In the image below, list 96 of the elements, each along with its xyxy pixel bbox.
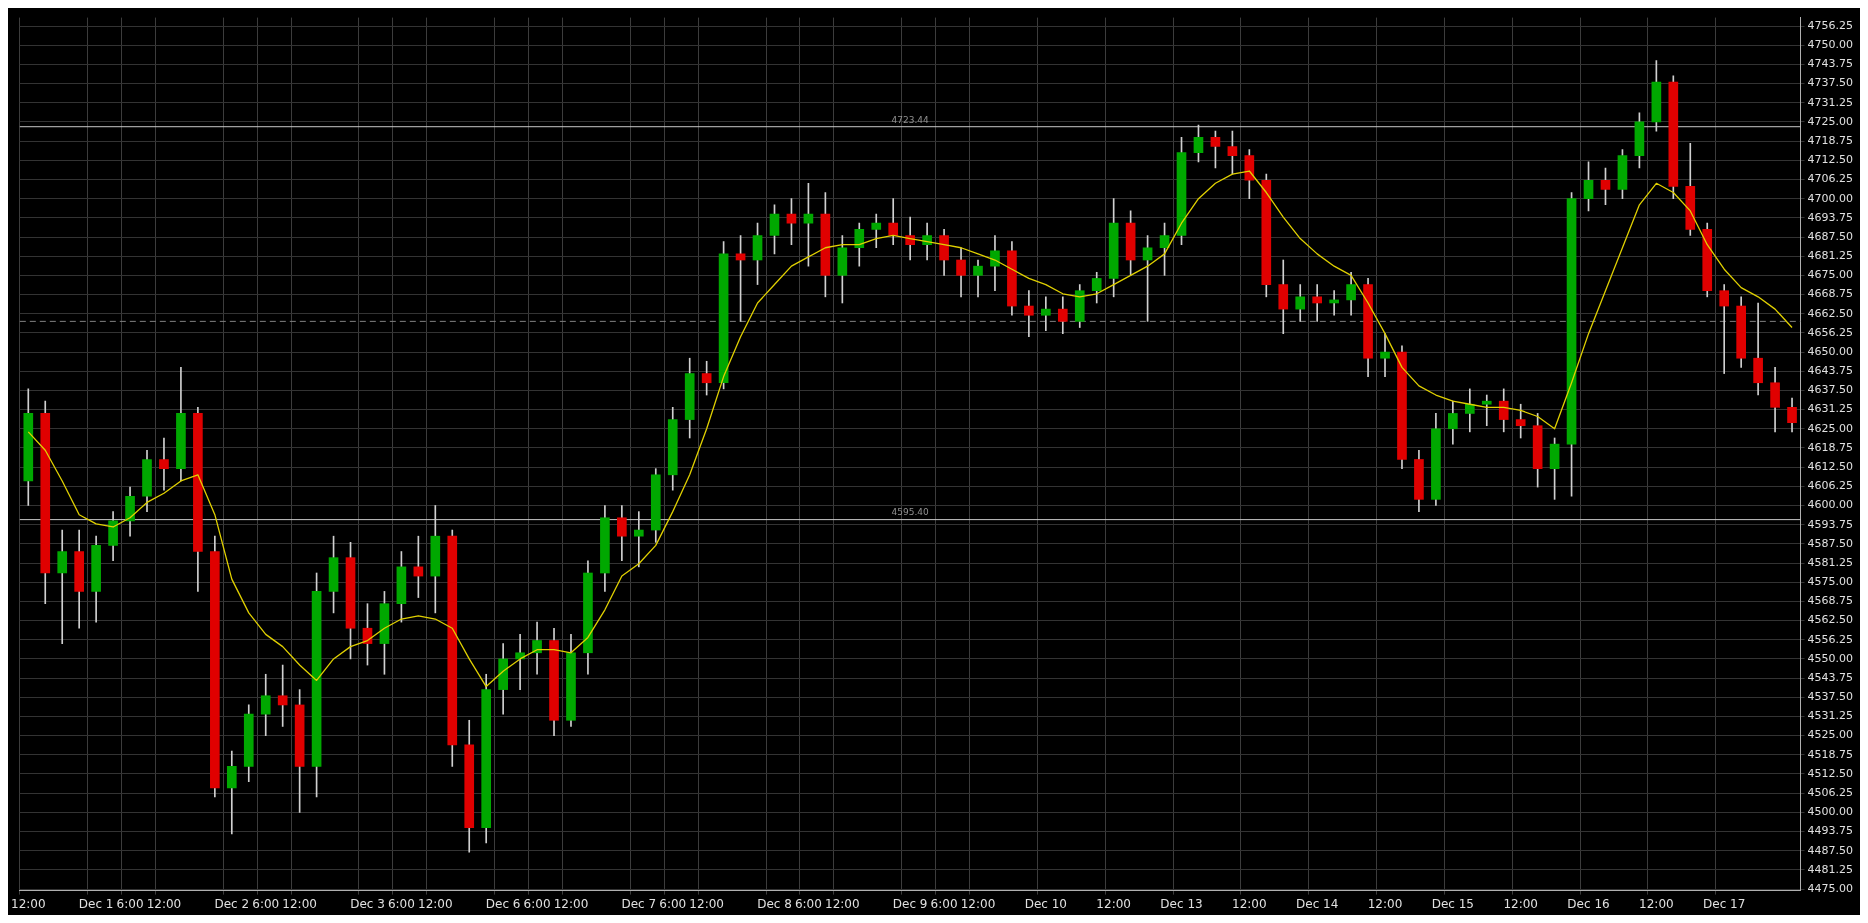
- y-tick-label: 4637.50: [1807, 383, 1854, 397]
- x-tick-label: 6:00: [252, 896, 280, 911]
- x-tick-label: 12:00: [11, 896, 46, 911]
- y-tick-label: 4500.00: [1807, 805, 1854, 819]
- candlestick: [1481, 394, 1492, 427]
- y-tick-label: 4475.00: [1807, 881, 1854, 895]
- y-tick-label: 4618.75: [1807, 440, 1854, 454]
- y-tick-label: 4531.25: [1807, 709, 1854, 723]
- x-tick-label: Dec 1: [78, 896, 114, 911]
- y-tick-label: 4518.75: [1807, 747, 1854, 761]
- y-tick-label: 4706.25: [1807, 172, 1854, 186]
- x-tick-label: Dec 9: [892, 896, 928, 911]
- y-tick-label: 4625.00: [1807, 421, 1854, 435]
- x-tick-label: Dec 17: [1703, 896, 1746, 911]
- y-tick-label: 4700.00: [1807, 191, 1854, 205]
- y-tick-label: 4537.50: [1807, 690, 1854, 704]
- y-tick-label: 4581.25: [1807, 555, 1854, 569]
- x-tick-label: 12:00: [146, 896, 182, 911]
- y-tick-label: 4506.25: [1807, 786, 1854, 800]
- candlestick: [1515, 403, 1526, 439]
- y-tick-label: 4687.50: [1807, 229, 1854, 243]
- y-tick-label: 4556.25: [1807, 632, 1854, 646]
- x-tick-label: 12:00: [960, 896, 996, 911]
- x-tick-label: 6:00: [659, 896, 687, 911]
- y-tick-label: 4587.50: [1807, 536, 1854, 550]
- x-tick-label: 12:00: [825, 896, 860, 911]
- y-tick-label: 4650.00: [1807, 344, 1854, 358]
- x-tick-label: Dec 15: [1431, 896, 1475, 911]
- y-tick-label: 4656.25: [1807, 325, 1854, 339]
- x-tick-label: 12:00: [1367, 896, 1403, 911]
- y-tick-label: 4743.75: [1807, 57, 1854, 71]
- ref-line-label: 4723.44: [891, 114, 930, 125]
- y-tick-label: 4681.25: [1807, 249, 1854, 263]
- x-tick-label: Dec 2: [214, 896, 250, 911]
- y-tick-label: 4725.00: [1807, 114, 1854, 128]
- y-tick-label: 4731.25: [1807, 95, 1854, 109]
- y-tick-label: 4575.00: [1807, 575, 1854, 589]
- y-tick-label: 4481.25: [1807, 862, 1854, 876]
- x-tick-label: Dec 7: [621, 896, 657, 911]
- candlestick: [532, 621, 542, 675]
- x-tick-label: 6:00: [116, 896, 144, 911]
- y-tick-label: 4600.00: [1807, 498, 1854, 512]
- y-tick-label: 4487.50: [1807, 843, 1854, 857]
- x-tick-label: Dec 8: [757, 896, 792, 911]
- y-tick-label: 4737.50: [1807, 76, 1854, 90]
- candlestick: [277, 664, 288, 727]
- x-tick-label: 6:00: [387, 896, 415, 911]
- x-tick-label: 12:00: [1232, 896, 1267, 911]
- y-tick-label: 4512.50: [1807, 766, 1854, 780]
- x-tick-label: 6:00: [523, 896, 551, 911]
- x-tick-label: 12:00: [689, 896, 724, 911]
- y-tick-label: 4562.50: [1807, 613, 1854, 627]
- x-tick-label: 12:00: [1503, 896, 1538, 911]
- candlestick: [57, 529, 68, 644]
- x-tick-label: Dec 10: [1024, 896, 1067, 911]
- x-tick-label: 12:00: [282, 896, 317, 911]
- y-tick-label: 4631.25: [1807, 402, 1854, 416]
- candlestick: [1464, 388, 1475, 433]
- candlestick: [1380, 333, 1390, 377]
- x-tick-label: Dec 13: [1160, 896, 1203, 911]
- y-tick-label: 4493.75: [1807, 824, 1854, 838]
- y-tick-label: 4662.50: [1807, 306, 1854, 320]
- y-tick-label: 4550.00: [1807, 651, 1854, 665]
- x-tick-label: Dec 16: [1567, 896, 1610, 911]
- y-tick-label: 4668.75: [1807, 287, 1854, 301]
- ref-line-label: 4595.40: [891, 507, 930, 518]
- y-tick-label: 4712.50: [1807, 153, 1854, 167]
- y-tick-label: 4750.00: [1807, 38, 1854, 52]
- y-tick-label: 4606.25: [1807, 479, 1854, 493]
- y-tick-label: 4525.00: [1807, 728, 1854, 742]
- y-tick-label: 4612.50: [1807, 460, 1854, 473]
- candlestick: [515, 634, 525, 690]
- x-tick-label: 6:00: [930, 896, 958, 911]
- y-tick-label: 4756.25: [1807, 18, 1854, 32]
- x-tick-label: 12:00: [1096, 896, 1131, 911]
- y-tick-label: 4568.75: [1807, 594, 1854, 608]
- candlestick: [1024, 290, 1034, 338]
- y-tick-label: 4718.75: [1807, 133, 1854, 147]
- x-tick-label: Dec 3: [350, 896, 385, 911]
- x-tick-label: Dec 14: [1296, 896, 1339, 911]
- y-tick-label: 4543.75: [1807, 670, 1854, 684]
- candlestick: [159, 437, 169, 491]
- y-tick-label: 4675.00: [1807, 268, 1854, 282]
- candlestick: [871, 213, 882, 249]
- x-tick-label: 6:00: [794, 896, 822, 911]
- candlestick: [1041, 296, 1051, 331]
- x-tick-label: 12:00: [1639, 896, 1674, 911]
- candlestick: [1719, 284, 1730, 374]
- candlestick: [905, 216, 915, 261]
- y-tick-label: 4693.75: [1807, 210, 1854, 224]
- x-tick-label: Dec 6: [485, 896, 521, 911]
- candlestick: [1312, 284, 1323, 322]
- x-tick-label: 12:00: [553, 896, 589, 911]
- x-tick-label: 12:00: [418, 896, 453, 911]
- y-tick-label: 4593.75: [1807, 517, 1854, 531]
- y-tick-label: 4643.75: [1807, 364, 1854, 378]
